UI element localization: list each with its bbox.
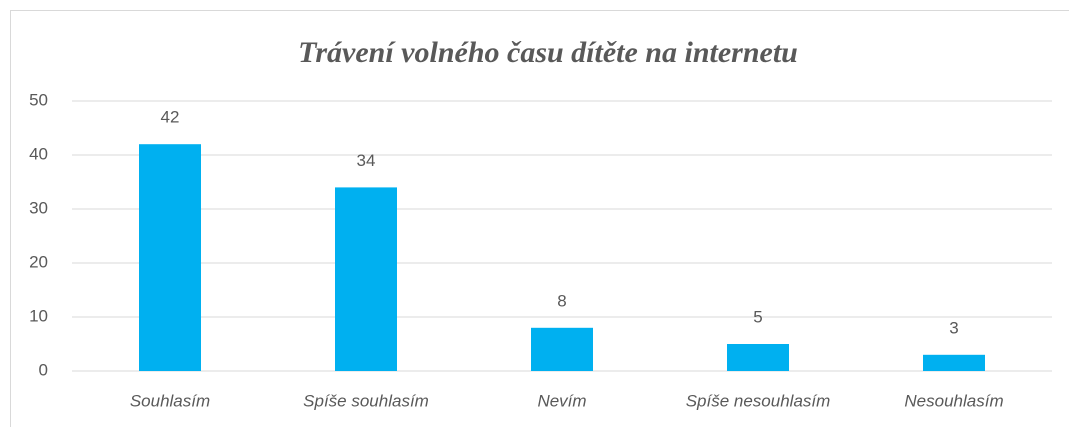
y-tick-label: 50 — [29, 90, 48, 109]
data-label: 8 — [557, 291, 566, 310]
x-tick-label: Nesouhlasím — [904, 391, 1003, 410]
bar — [335, 187, 397, 371]
y-tick-label: 0 — [39, 360, 48, 379]
bar — [727, 344, 789, 371]
chart-border — [10, 10, 1069, 427]
x-tick-label: Spíše souhlasím — [303, 391, 429, 410]
y-tick-label: 10 — [29, 306, 48, 325]
y-tick-label: 30 — [29, 198, 48, 217]
chart-title: Trávení volného času dítěte na internetu — [298, 36, 798, 69]
x-tick-label: Souhlasím — [130, 391, 210, 410]
bar — [531, 327, 593, 371]
x-tick-label: Spíše nesouhlasím — [686, 391, 831, 410]
data-label: 3 — [949, 318, 958, 337]
data-label: 42 — [161, 108, 180, 127]
data-label: 5 — [753, 307, 762, 326]
bar — [139, 144, 201, 371]
bar — [923, 354, 985, 371]
y-tick-label: 40 — [29, 144, 48, 163]
data-label: 34 — [357, 151, 376, 170]
y-tick-label: 20 — [29, 252, 48, 271]
x-tick-label: Nevím — [537, 391, 586, 410]
